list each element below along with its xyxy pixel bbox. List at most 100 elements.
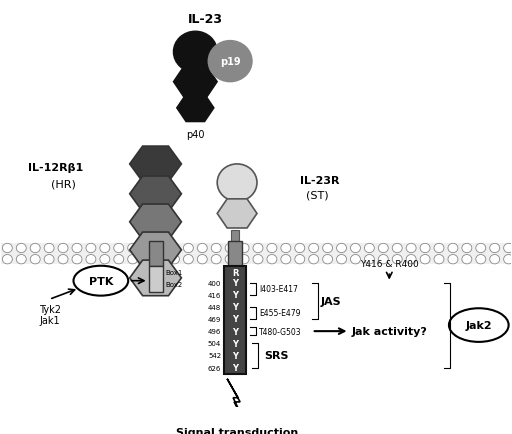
Text: Signal transduction: Signal transduction <box>176 427 298 434</box>
Circle shape <box>378 255 388 264</box>
Text: Jak1: Jak1 <box>39 315 60 325</box>
Text: PTK: PTK <box>89 276 113 286</box>
Circle shape <box>142 255 152 264</box>
Circle shape <box>72 244 82 253</box>
Circle shape <box>169 244 179 253</box>
Text: R: R <box>232 268 239 277</box>
Text: (ST): (ST) <box>306 190 328 200</box>
Circle shape <box>295 244 305 253</box>
Text: Jak activity?: Jak activity? <box>351 326 428 336</box>
Text: SRS: SRS <box>264 351 288 361</box>
Circle shape <box>183 255 194 264</box>
Circle shape <box>281 244 291 253</box>
Circle shape <box>281 255 291 264</box>
Text: Y416 & R400: Y416 & R400 <box>360 260 419 269</box>
Text: Y: Y <box>232 290 238 299</box>
Circle shape <box>127 255 138 264</box>
Circle shape <box>253 244 263 253</box>
Circle shape <box>336 244 347 253</box>
Bar <box>224 266 246 374</box>
Circle shape <box>420 244 430 253</box>
Circle shape <box>169 255 179 264</box>
Text: 416: 416 <box>208 292 221 298</box>
Circle shape <box>44 255 54 264</box>
Bar <box>228 242 242 266</box>
Text: 542: 542 <box>208 352 221 358</box>
Text: IL-23: IL-23 <box>188 13 223 26</box>
Text: p40: p40 <box>186 130 205 140</box>
Circle shape <box>504 255 512 264</box>
Text: 448: 448 <box>208 304 221 310</box>
Circle shape <box>392 244 402 253</box>
Circle shape <box>448 244 458 253</box>
Text: 400: 400 <box>208 280 221 286</box>
Circle shape <box>239 255 249 264</box>
Circle shape <box>351 255 360 264</box>
Circle shape <box>197 255 207 264</box>
Circle shape <box>72 255 82 264</box>
Text: IL-23R: IL-23R <box>300 175 339 185</box>
Polygon shape <box>130 177 181 212</box>
Text: Y: Y <box>232 351 238 360</box>
Text: (HR): (HR) <box>51 179 75 189</box>
Text: 626: 626 <box>208 365 221 371</box>
Circle shape <box>239 244 249 253</box>
Circle shape <box>225 244 235 253</box>
Polygon shape <box>227 379 244 421</box>
Bar <box>231 231 239 246</box>
Circle shape <box>267 244 277 253</box>
Circle shape <box>489 244 500 253</box>
Circle shape <box>406 255 416 264</box>
Text: Y: Y <box>232 315 238 324</box>
Circle shape <box>30 255 40 264</box>
Circle shape <box>114 244 124 253</box>
Text: 496: 496 <box>208 329 221 334</box>
Text: Y: Y <box>232 279 238 287</box>
Circle shape <box>309 255 318 264</box>
Circle shape <box>365 244 374 253</box>
Circle shape <box>462 255 472 264</box>
Circle shape <box>365 255 374 264</box>
Text: p19: p19 <box>220 57 241 67</box>
Circle shape <box>30 244 40 253</box>
Text: Box2: Box2 <box>165 282 183 288</box>
Circle shape <box>295 255 305 264</box>
Circle shape <box>156 244 165 253</box>
Circle shape <box>58 255 68 264</box>
Circle shape <box>156 255 165 264</box>
Bar <box>2 244 510 264</box>
Text: I403-E417: I403-E417 <box>259 284 298 293</box>
Circle shape <box>16 255 26 264</box>
Circle shape <box>489 255 500 264</box>
Circle shape <box>127 244 138 253</box>
Circle shape <box>86 244 96 253</box>
Bar <box>148 266 162 292</box>
Polygon shape <box>217 199 257 228</box>
Circle shape <box>174 32 217 73</box>
Text: T480-G503: T480-G503 <box>259 327 302 336</box>
Ellipse shape <box>449 309 508 342</box>
Polygon shape <box>130 147 181 182</box>
Circle shape <box>114 255 124 264</box>
Circle shape <box>267 255 277 264</box>
Circle shape <box>434 244 444 253</box>
Circle shape <box>142 244 152 253</box>
Circle shape <box>323 244 333 253</box>
Circle shape <box>217 164 257 202</box>
Circle shape <box>448 255 458 264</box>
Circle shape <box>197 244 207 253</box>
Text: E455-E479: E455-E479 <box>259 309 301 318</box>
Circle shape <box>211 255 221 264</box>
Text: IL-12Rβ1: IL-12Rβ1 <box>29 162 84 172</box>
Circle shape <box>208 42 252 82</box>
Text: Box1: Box1 <box>165 270 183 276</box>
Polygon shape <box>174 66 217 99</box>
Circle shape <box>225 255 235 264</box>
Polygon shape <box>130 260 181 296</box>
Circle shape <box>3 244 12 253</box>
Circle shape <box>378 244 388 253</box>
Circle shape <box>100 244 110 253</box>
Circle shape <box>183 244 194 253</box>
Text: 469: 469 <box>208 316 221 322</box>
Circle shape <box>392 255 402 264</box>
